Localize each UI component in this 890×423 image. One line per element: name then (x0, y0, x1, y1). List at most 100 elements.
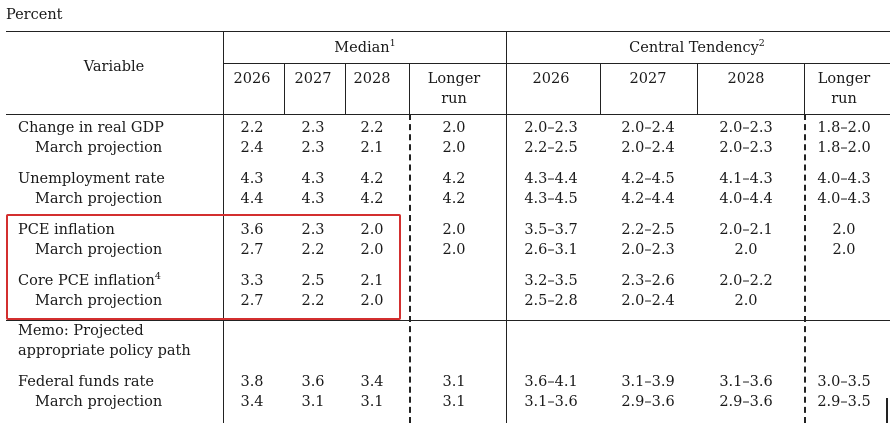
median-longer-run-value: 3.1 (442, 374, 466, 390)
median-value: 3.3 (240, 273, 264, 289)
median-longer-run-dashed-rule (409, 114, 411, 423)
row-label: March projection (35, 292, 162, 310)
central-tendency-value: 3.1–3.9 (621, 374, 675, 390)
central-tendency-value: 2.2–2.5 (621, 222, 675, 238)
central-tendency-value: 2.6–3.1 (524, 242, 578, 258)
central-tendency-longer-run-value: 4.0–4.3 (817, 191, 871, 207)
central-tendency-longer-run-value: 1.8–2.0 (817, 140, 871, 156)
central-tendency-value: 2.2–2.5 (524, 140, 578, 156)
median-value: 3.6 (240, 222, 264, 238)
central-tendency-value: 4.0–4.4 (719, 191, 773, 207)
memo-line2: appropriate policy path (18, 343, 191, 359)
central-tendency-value: 4.3–4.4 (524, 171, 578, 187)
median-value: 2.0 (360, 222, 384, 238)
median-longer-run-value: 2.0 (442, 120, 466, 136)
median-longer-run-rule (409, 63, 410, 114)
central-tendency-value: 2.9–3.6 (621, 394, 675, 410)
row-label: March projection (35, 190, 162, 208)
median-value: 4.4 (240, 191, 264, 207)
median-value: 2.4 (240, 140, 264, 156)
row-label-text: March projection (35, 191, 163, 207)
central-tendency-value: 2.3–2.6 (621, 273, 675, 289)
central-tendency-longer-run-value: 2.0 (832, 222, 856, 238)
central-tendency-value: 2.0–2.2 (719, 273, 773, 289)
unit-label: Percent (6, 7, 63, 23)
variable-column-rule (223, 31, 224, 423)
row-label-text: Unemployment rate (18, 171, 165, 187)
median-longer-run-value: 3.1 (442, 394, 466, 410)
ct-rule-2027 (600, 63, 601, 114)
median-value: 3.1 (301, 394, 325, 410)
median-year-header: 2026 (233, 71, 271, 87)
median-year-header: 2028 (353, 71, 391, 87)
median-value: 2.2 (360, 120, 384, 136)
median-value: 2.2 (301, 293, 325, 309)
ct-longer-run-header-line2: run (831, 91, 857, 107)
central-tendency-value: 2.0–2.4 (621, 140, 675, 156)
median-value: 3.1 (360, 394, 384, 410)
row-label-text: March projection (35, 293, 163, 309)
median-value: 2.3 (301, 222, 325, 238)
central-tendency-value: 2.0–2.3 (719, 140, 773, 156)
row-label: March projection (35, 139, 162, 157)
central-tendency-value: 2.0–2.1 (719, 222, 773, 238)
central-tendency-value: 3.6–4.1 (524, 374, 578, 390)
central-tendency-header-label: Central Tendency (629, 40, 759, 56)
ct-group-rule (506, 63, 890, 64)
central-tendency-value: 2.5–2.8 (524, 293, 578, 309)
row-label-text: March projection (35, 394, 163, 410)
row-label-text: PCE inflation (18, 222, 115, 238)
ct-year-header: 2028 (727, 71, 765, 87)
median-value: 2.0 (360, 242, 384, 258)
median-value: 2.2 (240, 120, 264, 136)
median-value: 3.6 (301, 374, 325, 390)
central-tendency-footnote-marker: 2 (758, 38, 765, 49)
row-label-text: Core PCE inflation (18, 273, 155, 289)
row-label: PCE inflation (18, 221, 115, 239)
row-label: March projection (35, 241, 162, 259)
median-longer-run-value: 4.2 (442, 191, 466, 207)
row-label-text: March projection (35, 242, 163, 258)
median-header-label: Median (334, 40, 390, 56)
central-tendency-value: 2.0–2.3 (524, 120, 578, 136)
year-rule-2028 (345, 63, 346, 114)
ct-longer-run-rule (804, 63, 805, 114)
central-tendency-value: 4.2–4.5 (621, 171, 675, 187)
median-longer-run-value: 2.0 (442, 242, 466, 258)
year-rule-2027 (284, 63, 285, 114)
row-label: Core PCE inflation4 (18, 271, 161, 292)
median-longer-run-value: 2.0 (442, 140, 466, 156)
memo-line1: Memo: Projected (18, 323, 144, 339)
central-tendency-longer-run-value: 2.9–3.5 (817, 394, 871, 410)
median-value: 4.3 (301, 171, 325, 187)
central-tendency-longer-run-value: 3.0–3.5 (817, 374, 871, 390)
central-tendency-value: 2.0–2.3 (621, 242, 675, 258)
median-value: 4.2 (360, 171, 384, 187)
median-longer-run-value: 2.0 (442, 222, 466, 238)
right-edge-rule (886, 398, 888, 423)
ct-rule-2028 (697, 63, 698, 114)
median-year-header: 2027 (294, 71, 332, 87)
median-value: 2.3 (301, 120, 325, 136)
row-label-text: Federal funds rate (18, 374, 154, 390)
median-value: 2.5 (301, 273, 325, 289)
row-label-text: March projection (35, 140, 163, 156)
central-tendency-value: 2.0 (734, 293, 758, 309)
median-header: Median1 (334, 38, 395, 59)
median-value: 2.7 (240, 293, 264, 309)
row-label: Change in real GDP (18, 119, 164, 137)
central-tendency-value: 3.2–3.5 (524, 273, 578, 289)
central-tendency-value: 3.5–3.7 (524, 222, 578, 238)
median-value: 2.3 (301, 140, 325, 156)
central-tendency-value: 2.0–2.4 (621, 120, 675, 136)
median-value: 4.3 (240, 171, 264, 187)
header-bottom-rule (6, 114, 890, 115)
central-tendency-longer-run-value: 2.0 (832, 242, 856, 258)
memo-top-rule (6, 320, 890, 321)
table-top-rule (6, 31, 890, 32)
median-value: 4.3 (301, 191, 325, 207)
median-value: 2.1 (360, 273, 384, 289)
central-tendency-value: 2.9–3.6 (719, 394, 773, 410)
central-tendency-value: 3.1–3.6 (719, 374, 773, 390)
variable-header: Variable (83, 59, 145, 75)
